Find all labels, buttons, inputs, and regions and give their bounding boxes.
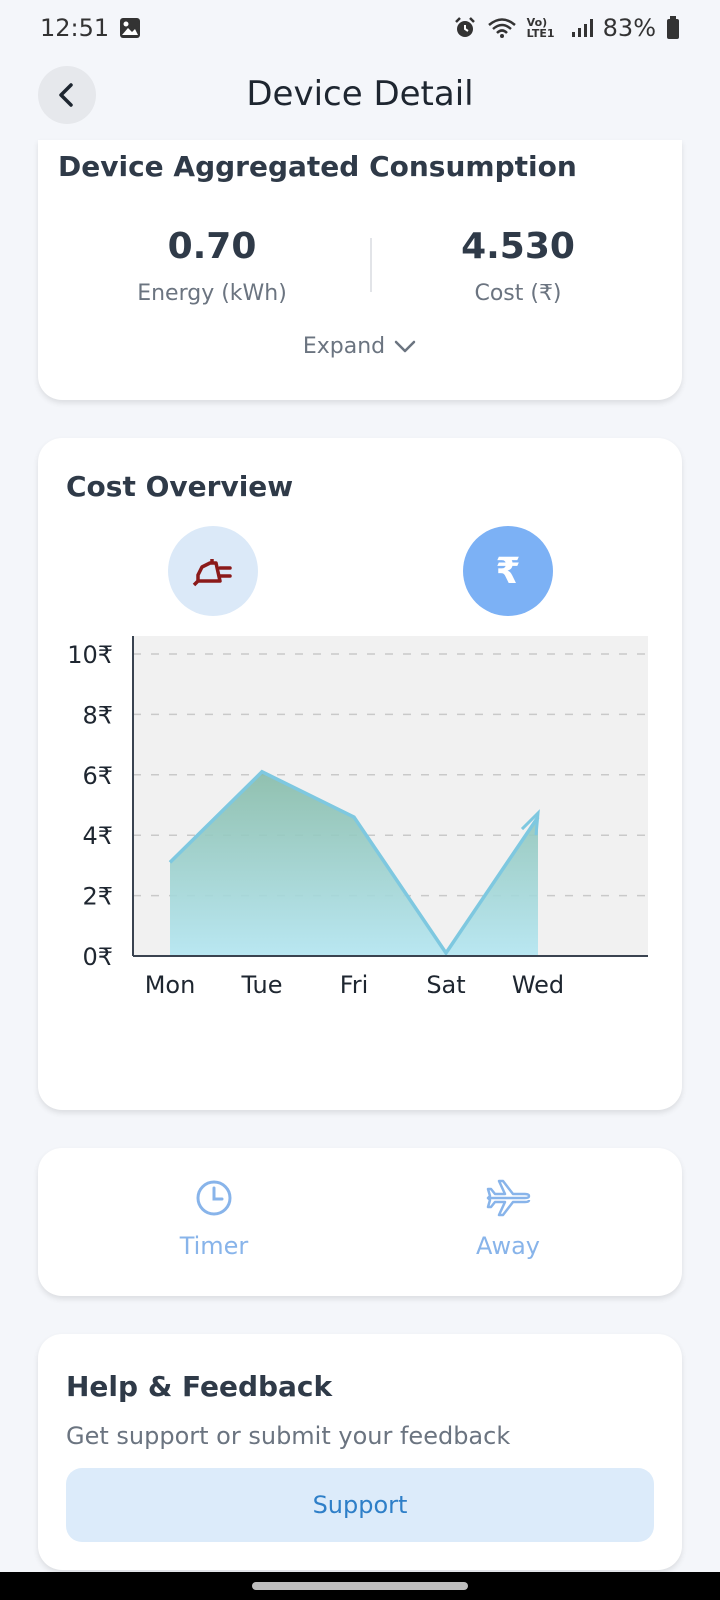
y-tick-label: 2₹ <box>82 883 113 911</box>
energy-metric: 0.70 Energy (kWh) <box>62 226 362 306</box>
clock-icon <box>196 1180 232 1216</box>
page-title: Device Detail <box>246 74 474 114</box>
cost-value: 4.530 <box>461 226 575 267</box>
energy-toggle-button[interactable] <box>168 526 258 616</box>
help-title: Help & Feedback <box>66 1370 333 1403</box>
network-type: Vo) LTE1 <box>526 16 555 40</box>
cost-chart-svg: 0₹ 2₹ 4₹ 6₹ 8₹ 10₹ Mon Tue Fri Sat Wed <box>67 636 648 999</box>
series-end-marker <box>520 809 540 836</box>
support-button[interactable]: Support <box>66 1468 654 1542</box>
energy-value: 0.70 <box>167 226 257 267</box>
status-time: 12:51 <box>40 14 110 42</box>
wifi-icon <box>487 17 517 39</box>
chevron-down-icon <box>394 340 416 352</box>
x-tick-label: Fri <box>340 971 369 999</box>
x-tick-label: Mon <box>145 971 196 999</box>
rupee-icon: ₹ <box>495 550 521 592</box>
app-bar: Device Detail <box>0 62 720 126</box>
timer-label: Timer <box>179 1232 249 1260</box>
aggregated-title: Device Aggregated Consumption <box>58 150 577 183</box>
actions-card: Timer Away <box>38 1148 682 1296</box>
help-feedback-card: Help & Feedback Get support or submit yo… <box>38 1334 682 1570</box>
battery-icon <box>666 16 680 40</box>
cost-metric: 4.530 Cost (₹) <box>368 226 668 306</box>
system-nav-bar <box>0 1572 720 1600</box>
cost-toggle-button[interactable]: ₹ <box>463 526 553 616</box>
area-fill <box>170 771 538 956</box>
y-tick-label: 6₹ <box>82 762 113 790</box>
aggregated-consumption-card: Device Aggregated Consumption 0.70 Energ… <box>38 140 682 400</box>
gallery-icon <box>119 17 141 39</box>
status-bar: 12:51 Vo) LTE1 83% <box>0 0 720 56</box>
x-tick-label: Wed <box>512 971 564 999</box>
plug-icon <box>192 559 232 587</box>
away-button[interactable]: Away <box>408 1178 608 1260</box>
expand-button[interactable]: Expand <box>38 334 682 359</box>
airplane-icon <box>486 1179 531 1217</box>
status-left: 12:51 <box>40 14 141 42</box>
home-handle[interactable] <box>252 1582 468 1590</box>
cost-overview-card: Cost Overview ₹ 0₹ 2₹ 4₹ 6₹ 8₹ 10₹ Mon Tue Fri Sa… <box>38 438 682 1110</box>
signal-icon <box>571 18 593 38</box>
cost-overview-title: Cost Overview <box>66 470 294 503</box>
y-tick-label: 0₹ <box>82 943 113 971</box>
timer-button[interactable]: Timer <box>114 1178 314 1260</box>
status-right: Vo) LTE1 83% <box>453 14 680 42</box>
y-tick-label: 4₹ <box>82 822 113 850</box>
back-button[interactable] <box>38 66 96 124</box>
alarm-icon <box>453 16 477 40</box>
metric-divider <box>370 238 372 292</box>
cost-chart: 0₹ 2₹ 4₹ 6₹ 8₹ 10₹ Mon Tue Fri Sat Wed <box>38 618 682 1018</box>
cost-label: Cost (₹) <box>474 281 562 306</box>
x-tick-label: Sat <box>426 971 465 999</box>
y-tick-label: 10₹ <box>67 641 113 669</box>
battery-percent: 83% <box>602 14 656 42</box>
x-tick-label: Tue <box>241 971 283 999</box>
chevron-left-icon <box>59 83 73 107</box>
y-tick-label: 8₹ <box>82 701 113 729</box>
energy-label: Energy (kWh) <box>137 281 287 306</box>
expand-label: Expand <box>302 334 386 359</box>
help-subtitle: Get support or submit your feedback <box>66 1422 511 1450</box>
away-label: Away <box>476 1232 540 1260</box>
